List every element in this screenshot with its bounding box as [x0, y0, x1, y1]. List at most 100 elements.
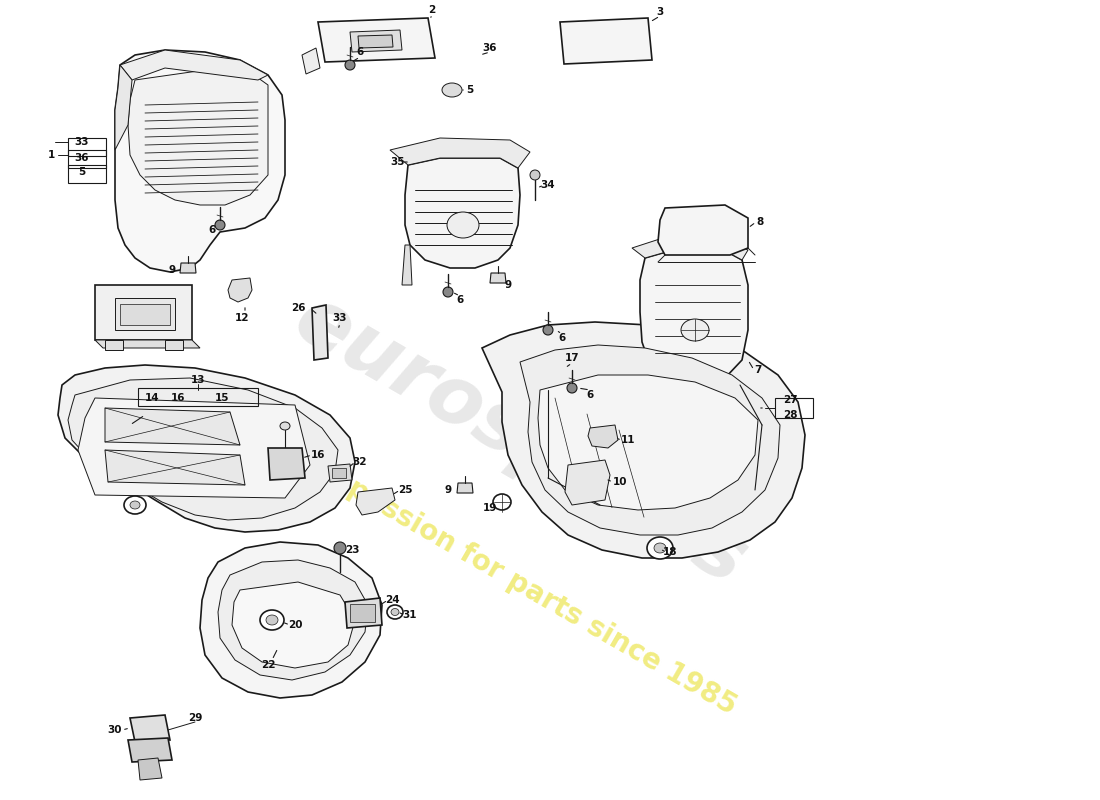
Ellipse shape [280, 422, 290, 430]
Text: 1: 1 [47, 150, 55, 160]
Polygon shape [658, 205, 748, 255]
Text: 30: 30 [108, 725, 122, 735]
Polygon shape [120, 50, 268, 80]
Polygon shape [180, 263, 196, 273]
FancyBboxPatch shape [332, 468, 346, 478]
Text: 26: 26 [290, 303, 306, 313]
Polygon shape [345, 598, 382, 628]
Ellipse shape [130, 501, 140, 509]
Polygon shape [350, 30, 402, 52]
Polygon shape [78, 398, 310, 498]
FancyBboxPatch shape [104, 340, 123, 350]
Polygon shape [520, 345, 780, 535]
Text: 29: 29 [188, 713, 202, 723]
Polygon shape [268, 448, 305, 480]
Polygon shape [138, 758, 162, 780]
Text: 34: 34 [541, 180, 556, 190]
Ellipse shape [266, 615, 278, 625]
Polygon shape [640, 248, 748, 385]
Text: 2: 2 [428, 5, 436, 15]
FancyBboxPatch shape [165, 340, 183, 350]
Ellipse shape [447, 212, 478, 238]
Polygon shape [358, 35, 393, 48]
Text: 6: 6 [586, 390, 594, 400]
Polygon shape [312, 305, 328, 360]
Polygon shape [356, 488, 395, 515]
Text: 5: 5 [466, 85, 474, 95]
Ellipse shape [442, 83, 462, 97]
Ellipse shape [345, 60, 355, 70]
Text: 23: 23 [344, 545, 360, 555]
Text: 6: 6 [356, 47, 364, 57]
Ellipse shape [647, 537, 673, 559]
Text: 32: 32 [353, 457, 367, 467]
Ellipse shape [214, 220, 225, 230]
Polygon shape [218, 560, 368, 680]
Polygon shape [95, 285, 192, 340]
Text: 16: 16 [170, 393, 185, 403]
Text: 6: 6 [559, 333, 565, 343]
Polygon shape [116, 50, 285, 272]
Text: 22: 22 [261, 660, 275, 670]
Text: eurospares: eurospares [280, 279, 760, 601]
Text: 10: 10 [613, 477, 627, 487]
Polygon shape [390, 138, 530, 168]
Polygon shape [130, 715, 170, 742]
Ellipse shape [530, 170, 540, 180]
Polygon shape [104, 450, 245, 485]
Text: 17: 17 [564, 353, 580, 363]
Polygon shape [68, 378, 338, 520]
Polygon shape [318, 18, 434, 62]
Ellipse shape [543, 325, 553, 335]
Text: 11: 11 [620, 435, 636, 445]
Ellipse shape [443, 287, 453, 297]
Ellipse shape [654, 543, 666, 553]
Text: 12: 12 [234, 313, 250, 323]
Ellipse shape [681, 319, 710, 341]
Polygon shape [402, 245, 412, 285]
Text: 36: 36 [75, 153, 89, 163]
Ellipse shape [566, 383, 578, 393]
Text: 19: 19 [483, 503, 497, 513]
Text: 33: 33 [332, 313, 348, 323]
Polygon shape [538, 375, 758, 510]
Polygon shape [128, 738, 172, 762]
Ellipse shape [124, 496, 146, 514]
Polygon shape [328, 464, 352, 482]
Text: 33: 33 [75, 137, 89, 147]
Text: 20: 20 [288, 620, 302, 630]
Text: 36: 36 [483, 43, 497, 53]
Polygon shape [120, 304, 170, 325]
Text: 27: 27 [783, 395, 798, 405]
Text: 16: 16 [310, 450, 326, 460]
Polygon shape [58, 365, 355, 532]
Polygon shape [302, 48, 320, 74]
Polygon shape [116, 65, 132, 150]
Polygon shape [95, 340, 200, 348]
Ellipse shape [260, 610, 284, 630]
Text: 9: 9 [168, 265, 176, 275]
Polygon shape [128, 65, 268, 205]
Text: 35: 35 [390, 157, 405, 167]
Text: 14: 14 [145, 393, 160, 403]
Text: 18: 18 [662, 547, 678, 557]
Polygon shape [560, 18, 652, 64]
Polygon shape [228, 278, 252, 302]
Polygon shape [588, 425, 618, 448]
Text: 6: 6 [456, 295, 463, 305]
Ellipse shape [390, 609, 399, 615]
Text: a passion for parts since 1985: a passion for parts since 1985 [318, 460, 741, 720]
Polygon shape [632, 235, 748, 260]
Polygon shape [200, 542, 382, 698]
Text: 6: 6 [208, 225, 216, 235]
Text: 5: 5 [78, 167, 86, 177]
Text: 31: 31 [403, 610, 417, 620]
Text: 25: 25 [398, 485, 412, 495]
Text: 9: 9 [444, 485, 452, 495]
Ellipse shape [493, 494, 512, 510]
Text: 28: 28 [783, 410, 798, 420]
Polygon shape [405, 158, 520, 268]
Polygon shape [565, 460, 610, 505]
Polygon shape [104, 408, 240, 445]
Polygon shape [232, 582, 355, 668]
